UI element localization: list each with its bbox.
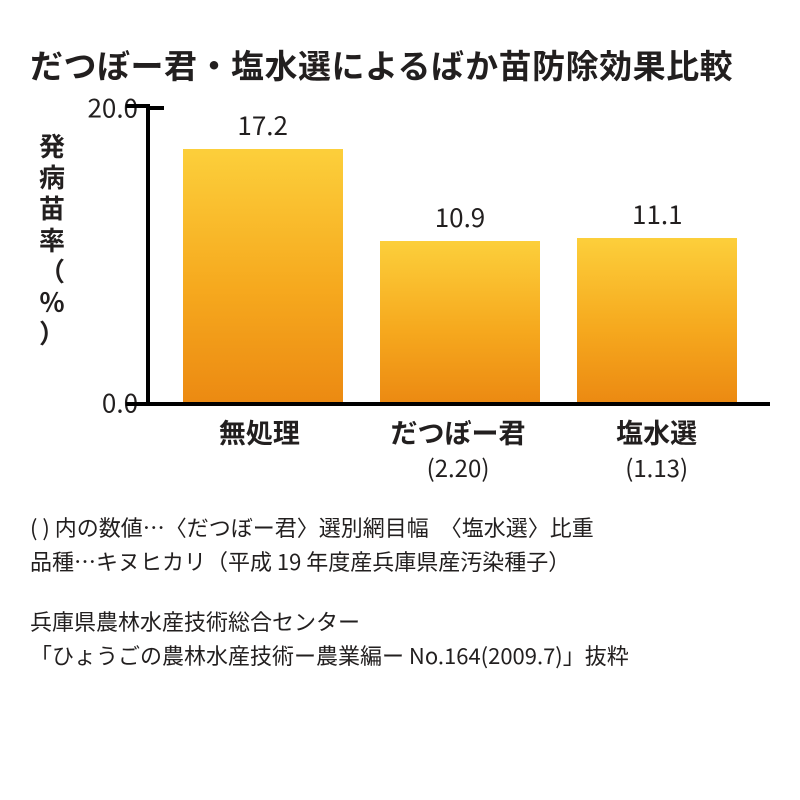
page-root: だつぼー君・塩水選によるばか苗防除効果比較 発病苗率（％） 20.0 0.0 1… [0,0,800,672]
bar-value-label: 11.1 [632,195,683,232]
y-axis-label-char: ） [30,317,74,348]
bar-value-label: 17.2 [237,106,288,143]
y-axis-label-char: 苗 [30,192,74,223]
chart-source: 兵庫県農林水産技術総合センター 「ひょうごの農林水産技術ー農業編ー No.164… [30,604,770,672]
note-line-2: 品種…キヌヒカリ（平成 19 年度産兵庫県産汚染種子） [30,544,770,578]
axis-tick-bottom-outer [126,402,150,406]
note-line-1: ( ) 内の数値…〈だつぼー君〉選別網目幅 〈塩水選〉比重 [30,510,770,544]
bar [577,238,737,402]
x-axis-label-main: 塩水選 [557,412,756,451]
bar-slot: 10.9 [361,106,558,402]
y-axis-label-char: ％ [30,286,74,317]
x-axis-label: 塩水選(1.13) [557,412,756,484]
y-axis-label: 発病苗率（％） [30,130,74,348]
x-axis-label-sub: (2.20) [359,449,558,484]
y-axis-ticks: 20.0 0.0 [74,106,146,406]
x-axis-label-sub: (1.13) [557,449,756,484]
y-axis-label-char: 発 [30,130,74,161]
y-axis-label-char: （ [30,255,74,286]
y-axis-label-column: 発病苗率（％） [30,106,74,348]
plot-column: 17.2 10.9 11.1 無処理だつぼー君(2.20)塩水選(1.13) [146,106,770,484]
y-axis-label-char: 病 [30,161,74,192]
chart-title: だつぼー君・塩水選によるばか苗防除効果比較 [30,40,770,88]
x-axis-label: だつぼー君(2.20) [359,412,558,484]
axis-tick-top-outer [126,104,150,108]
x-axis-label-main: だつぼー君 [359,412,558,451]
bar-slot: 17.2 [164,106,361,402]
bars-group: 17.2 10.9 11.1 [150,106,770,402]
chart-notes: ( ) 内の数値…〈だつぼー君〉選別網目幅 〈塩水選〉比重 品種…キヌヒカリ（平… [30,510,770,578]
x-axis-label-main: 無処理 [160,412,359,451]
source-line-2: 「ひょうごの農林水産技術ー農業編ー No.164(2009.7)」抜粋 [30,638,770,672]
plot-area: 17.2 10.9 11.1 [146,106,770,406]
bar-slot: 11.1 [559,106,756,402]
y-axis-label-char: 率 [30,224,74,255]
bar [380,241,540,402]
bar-value-label: 10.9 [435,198,486,235]
chart-container: 発病苗率（％） 20.0 0.0 17.2 10.9 11.1 無処理だつぼー君(2… [30,106,770,484]
x-axis-labels: 無処理だつぼー君(2.20)塩水選(1.13) [146,406,770,484]
x-axis-label: 無処理 [160,412,359,484]
source-line-1: 兵庫県農林水産技術総合センター [30,604,770,638]
bar [183,149,343,402]
